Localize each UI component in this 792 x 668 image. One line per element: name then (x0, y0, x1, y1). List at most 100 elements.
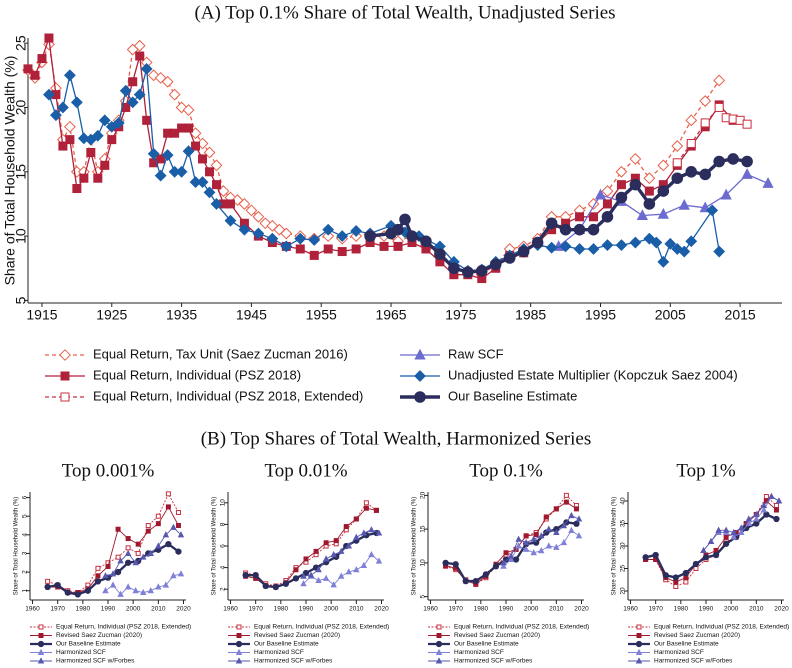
point (147, 147, 160, 160)
point (657, 159, 670, 172)
point (568, 511, 575, 519)
point (114, 568, 122, 576)
point (105, 563, 111, 569)
point (72, 184, 82, 194)
point (360, 561, 368, 568)
x-tick-label: 1960 (623, 606, 638, 613)
x-tick-label: 1970 (50, 606, 65, 613)
x-tick-label: 2000 (724, 606, 739, 613)
point (741, 155, 753, 168)
point (657, 185, 670, 197)
point (124, 549, 132, 556)
chart-title: Top 1% (676, 460, 736, 481)
point (713, 155, 725, 168)
legend-label: Harmonized SCF w/Forbes (654, 658, 733, 665)
legend-marker (37, 640, 45, 648)
legend-marker (636, 624, 642, 630)
legend-label: Harmonized SCF w/Forbes (454, 658, 533, 665)
point (773, 507, 779, 513)
point (175, 165, 188, 178)
x-tick-label: 1970 (448, 606, 463, 613)
point (177, 531, 185, 538)
point (722, 540, 730, 547)
point (126, 96, 139, 109)
point (745, 519, 752, 526)
point (568, 526, 575, 533)
point (522, 545, 530, 552)
y-tick-label: 10 (420, 559, 427, 567)
point (175, 523, 181, 529)
point (54, 581, 61, 589)
point (23, 64, 33, 74)
point (170, 523, 177, 530)
point (94, 578, 102, 585)
x-tick-label: 1960 (423, 606, 438, 613)
legend-label: Revised Saez Zucman (2020) (654, 632, 740, 639)
point (43, 88, 55, 101)
point (615, 191, 628, 204)
point (657, 255, 670, 268)
point (124, 583, 132, 590)
x-tick-label: 1980 (474, 606, 489, 613)
point (489, 258, 502, 271)
point (545, 217, 558, 230)
point (353, 516, 359, 522)
point (345, 542, 352, 549)
x-tick-label: 1990 (499, 606, 514, 613)
point (507, 555, 515, 562)
point (294, 232, 307, 245)
point (714, 102, 724, 112)
point (700, 546, 707, 553)
point (295, 244, 305, 254)
point (170, 128, 180, 138)
chart-title: Top 0.001% (62, 460, 155, 481)
x-tick-label: 1955 (306, 307, 337, 323)
point (124, 559, 132, 566)
point (573, 506, 579, 512)
point (175, 509, 181, 515)
point (575, 532, 583, 539)
point (559, 223, 572, 236)
point (323, 540, 329, 546)
point (685, 235, 698, 248)
point (678, 245, 691, 258)
legend-label: Revised Saez Zucman (2020) (56, 632, 142, 639)
legend-marker (236, 624, 242, 630)
point (379, 241, 389, 251)
point (133, 88, 146, 101)
point (753, 520, 760, 527)
x-tick-label: 1985 (515, 307, 546, 323)
legend-marker (37, 648, 45, 655)
legend-marker (435, 657, 443, 664)
point (322, 555, 330, 562)
point (553, 543, 560, 550)
point (763, 494, 769, 499)
point (210, 198, 223, 210)
legend-marker (414, 391, 426, 403)
point (643, 232, 656, 245)
point (399, 213, 411, 226)
point (184, 123, 194, 133)
point (307, 571, 315, 578)
legend-marker (635, 657, 643, 664)
legend-marker (38, 633, 44, 638)
x-tick-label: 1990 (299, 606, 314, 613)
point (686, 138, 696, 148)
series-line (703, 495, 780, 551)
y-tick-label: 1 (22, 589, 29, 593)
point (683, 579, 689, 585)
point (84, 587, 92, 594)
y-tick-label: 8 (220, 522, 227, 526)
point (393, 241, 403, 251)
point (500, 559, 507, 566)
y-tick-label: 20 (620, 587, 627, 595)
point (266, 232, 279, 245)
y-tick-label: 35 (620, 520, 627, 528)
point (315, 566, 322, 573)
point (37, 54, 47, 64)
y-tick-label: 4 (22, 533, 29, 537)
point (161, 149, 174, 161)
point (154, 169, 167, 182)
legend-marker (38, 624, 44, 630)
point (642, 554, 649, 561)
